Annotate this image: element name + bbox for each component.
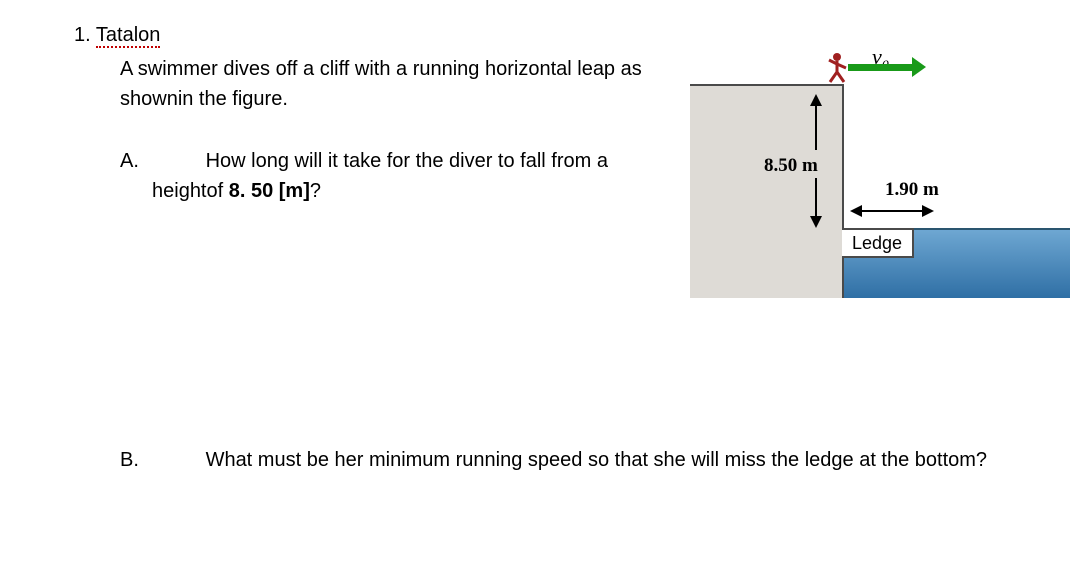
height-arrow-down <box>815 178 817 226</box>
velocity-arrow-head <box>912 57 926 77</box>
page: 1. Tatalon A swimmer dives off a cliff w… <box>0 0 1080 569</box>
velocity-arrow-shaft <box>848 64 914 71</box>
part-a: A. How long will it take for the diver t… <box>120 146 680 206</box>
ledge-width-arrow <box>852 210 932 212</box>
part-a-label: A. <box>120 146 200 176</box>
diagram: Ledge v0 8.50 m 1.90 m <box>690 28 1070 298</box>
height-arrow-up <box>815 96 817 150</box>
ledge-label-box: Ledge <box>842 228 914 258</box>
part-b: B. What must be her minimum running spee… <box>120 445 987 475</box>
student-name: Tatalon <box>96 24 161 48</box>
part-a-line2-suffix: ? <box>310 180 321 202</box>
problem-intro: A swimmer dives off a cliff with a runni… <box>120 54 680 114</box>
part-a-height-value: 8. 50 [m] <box>229 180 310 202</box>
part-a-line2-prefix: heightof <box>152 180 229 202</box>
part-a-line2: heightof 8. 50 [m]? <box>152 176 680 206</box>
part-a-line1: How long will it take for the diver to f… <box>206 150 608 172</box>
ledge-width-label: 1.90 m <box>885 176 939 205</box>
cliff-shape <box>690 84 844 298</box>
height-label: 8.50 m <box>764 152 818 181</box>
problem-number: 1. <box>74 24 91 46</box>
part-b-label: B. <box>120 445 200 475</box>
part-b-text: What must be her minimum running speed s… <box>206 449 988 471</box>
swimmer-icon <box>828 52 848 84</box>
